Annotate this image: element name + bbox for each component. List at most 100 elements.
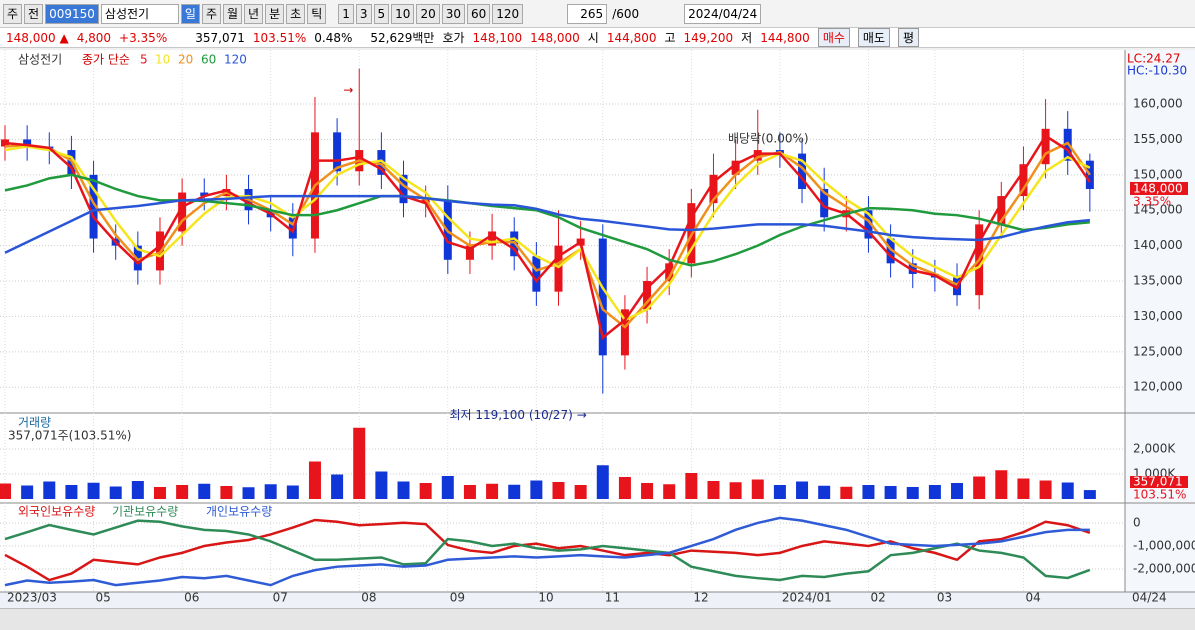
tab[interactable]: 틱 [307, 3, 327, 24]
volume-bar [109, 486, 122, 499]
volume-bar [441, 476, 454, 499]
legend-stock: 삼성전기 [18, 53, 62, 67]
low-label: 저 [741, 31, 753, 45]
x-tick-label: 03 [937, 591, 952, 605]
y-tick-label: 155,000 [1133, 132, 1183, 146]
volume-bar [928, 485, 941, 499]
ask: 148,100 [472, 30, 523, 45]
volume-bar [530, 480, 543, 499]
number-button[interactable]: 120 [492, 3, 524, 24]
y-tick-label: 125,000 [1133, 344, 1183, 358]
y-tick-label: 140,000 [1133, 238, 1183, 252]
volume-bar [264, 484, 277, 499]
number-button[interactable]: 3 [355, 3, 372, 24]
volume-bar [1061, 482, 1074, 499]
volume-bar [220, 486, 233, 499]
volume: 357,071 [195, 30, 245, 45]
date[interactable]: 2024/04/24 [684, 3, 762, 24]
candle-body [23, 139, 32, 147]
prev[interactable]: 전 [24, 3, 44, 24]
volume-bar [463, 485, 476, 499]
legend-entry: 외국인보유수량 [18, 505, 95, 519]
change: 4,800 [76, 30, 112, 45]
volume-bar [375, 471, 388, 499]
turnover: 0.48% [314, 30, 353, 45]
volume-bar [906, 487, 919, 499]
candle-body [89, 174, 98, 239]
legend-label: 종가 단순 [82, 53, 130, 67]
line [4, 145, 1091, 322]
volume-bar [995, 470, 1008, 499]
legend-entry: 120 [224, 53, 247, 67]
candle-body [997, 196, 1006, 225]
candle-body [465, 245, 474, 260]
legend-entry: 5 [140, 53, 148, 67]
code[interactable]: 009150 [45, 3, 99, 24]
volume-bar [663, 484, 676, 499]
panel-title: 거래량 [18, 416, 51, 430]
volume-bar [707, 481, 720, 499]
volume-bar [574, 485, 587, 499]
candle-body [488, 231, 497, 246]
legend-entry: 10 [155, 53, 170, 67]
scrollbar[interactable] [0, 608, 1195, 630]
annotation-dividend: 배당락(0.00%) [728, 132, 809, 146]
y-tick-label: 135,000 [1133, 274, 1183, 288]
volume-bar [796, 481, 809, 499]
volume-bar [973, 476, 986, 499]
numbers: 1 3 5 10 20 30 60 120 [338, 3, 525, 24]
candle-body [620, 309, 629, 356]
date-axis-bg [0, 592, 1195, 608]
candle-body [820, 188, 829, 218]
buy[interactable]: 매수 [817, 28, 850, 47]
legend-entry: 기관보유수량 [112, 505, 178, 519]
volume-bar [1039, 480, 1052, 499]
arrow: ▲ [59, 30, 69, 45]
sell[interactable]: 매도 [857, 28, 890, 47]
legend-entry: 20 [178, 53, 193, 67]
number-button[interactable]: 10 [391, 3, 415, 24]
number-button[interactable]: 60 [467, 3, 491, 24]
x-tick-label: 2024/01 [782, 591, 832, 605]
volume-bar [596, 465, 609, 499]
x-end-label: 04/24 [1132, 591, 1167, 605]
line [4, 134, 1091, 340]
candle-body [377, 150, 386, 175]
number-button[interactable]: 5 [373, 3, 390, 24]
number-button[interactable]: 20 [416, 3, 440, 24]
volume-rate-label: 103.51% [1133, 488, 1186, 502]
line [4, 194, 1090, 254]
line [4, 516, 1090, 587]
volume-bar [508, 484, 521, 499]
tab[interactable]: 일 [180, 3, 200, 24]
candle-body [200, 192, 209, 197]
x-tick-label: 2023/03 [7, 591, 57, 605]
tab[interactable]: 초 [286, 3, 306, 24]
candle-body [864, 210, 873, 239]
avg[interactable]: 평 [898, 28, 920, 47]
number-button[interactable]: 30 [441, 3, 465, 24]
tab[interactable]: 월 [223, 3, 243, 24]
x-tick-label: 09 [450, 591, 465, 605]
volume-bar [951, 483, 964, 499]
price-tag [1130, 181, 1188, 195]
candle-body [1019, 164, 1028, 197]
vol-rate: 103.51% [252, 30, 307, 45]
candle-body [178, 192, 187, 232]
volume-bar [685, 473, 698, 499]
amount: 52,629백만 [370, 31, 435, 45]
panel-subtitle: 357,071주(103.51%) [8, 429, 131, 443]
period[interactable]: 주 [3, 3, 23, 24]
candle-body [598, 238, 607, 356]
stock-name[interactable]: 삼성전기 [100, 3, 179, 24]
line [4, 518, 1091, 582]
tab[interactable]: 주 [201, 3, 221, 24]
candle-body [1085, 160, 1094, 189]
tab[interactable]: 분 [265, 3, 285, 24]
tab[interactable]: 년 [244, 3, 264, 24]
number-button[interactable]: 1 [338, 3, 354, 24]
count[interactable]: 265 [567, 3, 608, 24]
candle-body [665, 263, 674, 282]
